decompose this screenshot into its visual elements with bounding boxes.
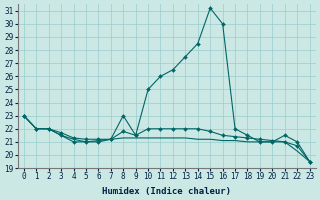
X-axis label: Humidex (Indice chaleur): Humidex (Indice chaleur)	[102, 187, 231, 196]
